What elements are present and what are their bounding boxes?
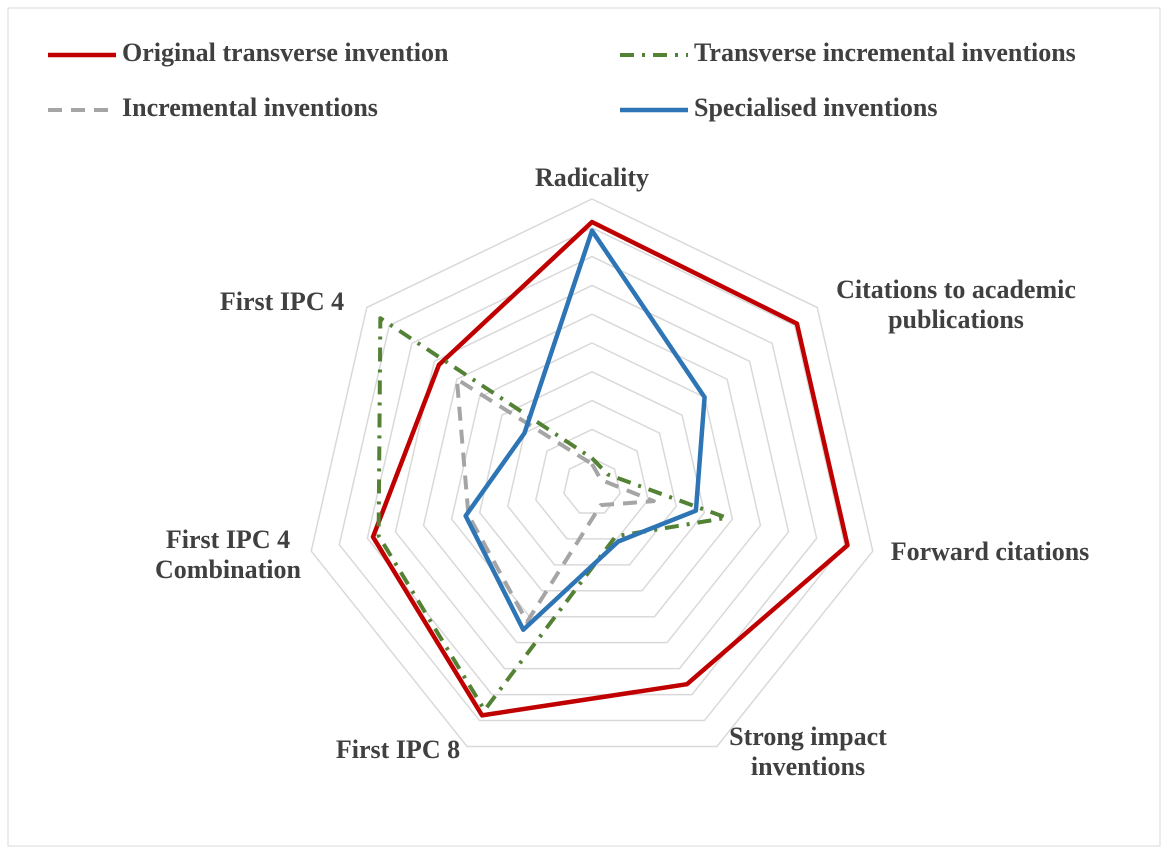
axis-label: First IPC 8 — [335, 735, 461, 764]
legend-label: Specialised inventions — [694, 93, 937, 122]
axis-label: Forward citations — [890, 537, 1090, 566]
series-line — [376, 316, 729, 713]
series-line — [370, 219, 850, 718]
grid-ring — [338, 226, 846, 722]
legend-label: Original transverse invention — [122, 38, 449, 67]
grid-ring — [535, 428, 649, 540]
legend-label: Transverse incremental inventions — [694, 38, 1076, 67]
series-line — [463, 228, 707, 632]
grid-ring — [422, 313, 762, 644]
legend-label: Incremental inventions — [122, 93, 378, 122]
axis-label: Strong impact inventions — [729, 722, 887, 781]
grid-ring — [450, 342, 734, 618]
axis-label: First IPC 4 — [219, 287, 345, 316]
axis-label: Citations to academic publications — [836, 275, 1076, 334]
grid-ring — [366, 255, 818, 696]
grid-ring — [506, 399, 678, 566]
axis-label: Radicality — [534, 163, 650, 192]
series-line — [454, 377, 656, 624]
frame — [7, 7, 1161, 847]
grid-ring — [478, 370, 706, 592]
grid-ring — [310, 198, 874, 748]
grid-ring — [563, 457, 621, 514]
axis-label: First IPC 4 Combination — [155, 525, 301, 584]
